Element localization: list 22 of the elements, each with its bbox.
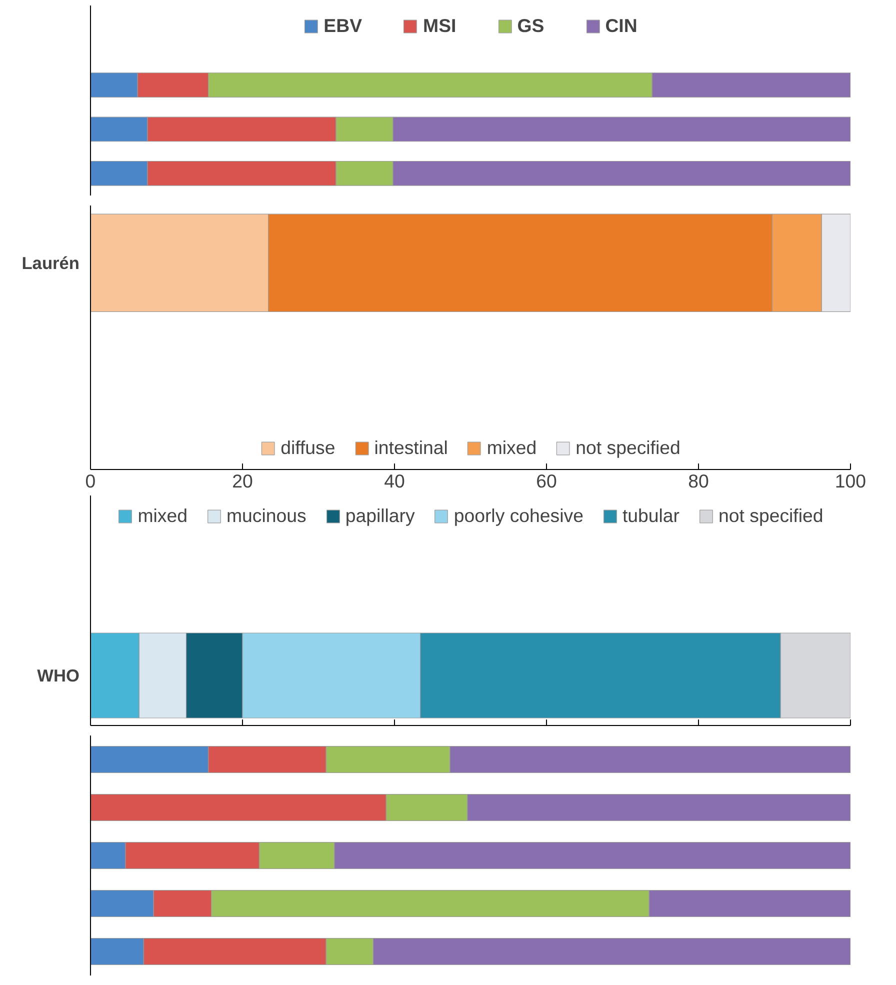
legend-label: mucinous [226,505,306,527]
legend-label: GS [517,15,544,37]
legend-label: EBV [324,15,362,37]
legend-label: MSI [423,15,456,37]
y-tick-label: WHO [37,666,80,686]
legend-label: CIN [605,15,638,37]
legend-label: mixed [138,505,188,527]
legend-label: not specified [718,505,824,527]
x-tick-label: 60 [536,470,557,492]
legend-label: intestinal [374,437,448,459]
legend-label: tubular [622,505,680,527]
legend-label: poorly cohesive [454,505,584,527]
x-tick-label: 40 [384,470,405,492]
y-tick-label: Laurén [22,252,80,273]
x-tick-label: 0 [85,470,96,492]
legend-label: diffuse [280,437,336,459]
legend-label: mixed [486,437,537,459]
x-tick-label: 100 [834,470,866,492]
legend-label: not specified [576,437,680,459]
x-tick-label: 20 [232,470,253,492]
x-tick-label: 80 [688,470,709,492]
legend-label: papillary [345,505,415,527]
